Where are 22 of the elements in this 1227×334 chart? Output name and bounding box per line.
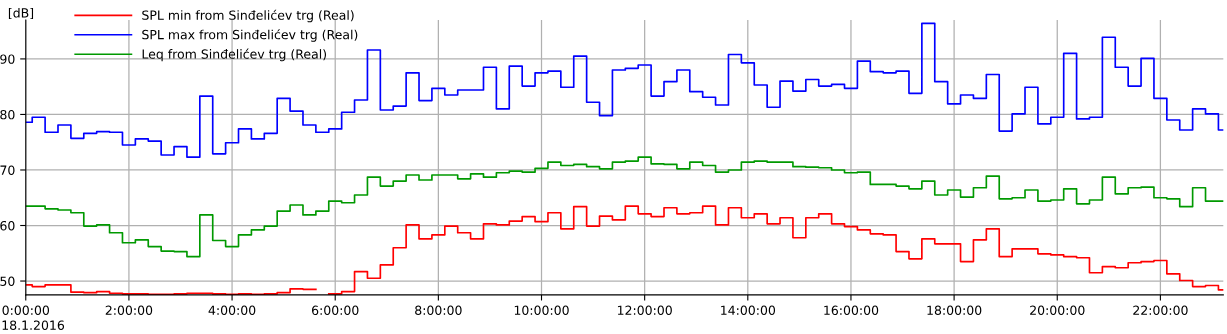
x-tick-label: 8:00:00 xyxy=(415,305,462,316)
x-tick-label: 20:00:00 xyxy=(1030,305,1085,316)
x-tick-label: 10:00:00 xyxy=(514,305,569,316)
y-axis-title: [dB] xyxy=(8,7,34,20)
x-tick-label: 4:00:00 xyxy=(208,305,256,316)
legend-label: SPL min from Sinđelićev trg (Real) xyxy=(142,9,354,23)
text: 18.1.2016 xyxy=(2,320,65,330)
y-tick-label: 50 xyxy=(0,276,15,286)
x-tick-label: 16:00:00 xyxy=(824,305,879,316)
legend-label: Leq from Sinđelićev trg (Real) xyxy=(142,48,327,62)
y-tick-label: 70 xyxy=(0,165,15,175)
x-tick-label: 0:00:00 xyxy=(2,305,50,316)
y-tick-label: 80 xyxy=(0,109,15,120)
x-tick-label: 18:00:00 xyxy=(927,305,982,316)
x-tick-label: 14:00:00 xyxy=(721,305,776,316)
x-tick-label: 2:00:00 xyxy=(105,305,153,316)
x-tick-label: 22:00:00 xyxy=(1133,305,1188,316)
legend-label: SPL max from Sinđelićev trg (Real) xyxy=(142,29,358,42)
x-tick-label: 6:00:00 xyxy=(311,305,359,316)
y-tick-label: 60 xyxy=(0,220,15,231)
x-tick-label: 12:00:00 xyxy=(617,305,672,316)
y-tick-label: 90 xyxy=(0,54,15,64)
